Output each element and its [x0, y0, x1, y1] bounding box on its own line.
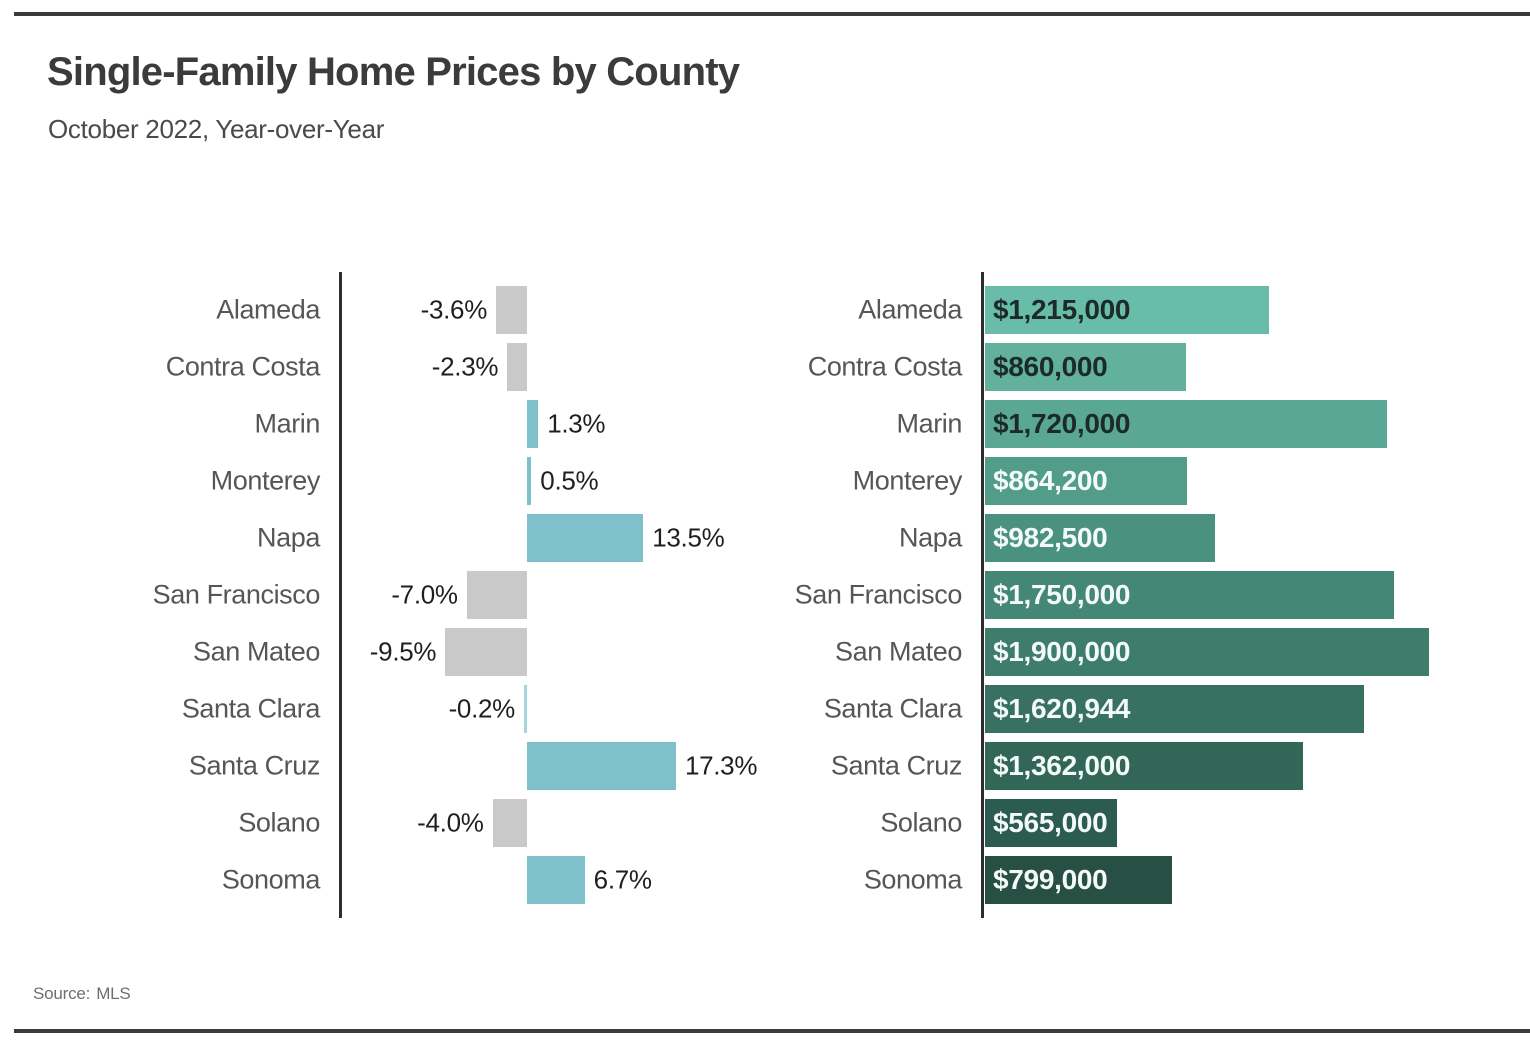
county-label: Solano	[880, 807, 962, 838]
county-label: Contra Costa	[165, 351, 321, 382]
county-label: Sonoma	[221, 864, 321, 895]
source-label: Source:	[33, 984, 91, 1003]
price-value-label: $799,000	[993, 864, 1108, 895]
price-value-label: $860,000	[993, 351, 1108, 382]
county-label: Monterey	[852, 465, 963, 496]
pct-value-label: -2.3%	[431, 351, 499, 382]
county-label: Santa Clara	[181, 693, 321, 724]
price-bar	[985, 742, 1304, 790]
pct-value-label: 0.5%	[540, 465, 599, 496]
top-border-rule	[14, 12, 1530, 16]
price-value-label: $1,900,000	[993, 636, 1131, 667]
price-bar	[985, 343, 1186, 391]
price-value-label: $565,000	[993, 807, 1108, 838]
county-label: San Mateo	[193, 636, 320, 667]
pct-bar	[492, 799, 527, 847]
pct-value-label: -7.0%	[391, 579, 458, 610]
county-label: Alameda	[216, 294, 320, 325]
county-label: Santa Clara	[823, 693, 963, 724]
county-label: Alameda	[858, 294, 962, 325]
price-bar	[985, 856, 1172, 904]
county-label: Marin	[254, 408, 320, 439]
county-label: Contra Costa	[807, 351, 963, 382]
pct-value-label: -9.5%	[369, 636, 437, 667]
price-chart-axis-line	[981, 272, 984, 918]
county-label: Napa	[899, 522, 962, 553]
price-value-label: $1,620,944	[993, 693, 1131, 724]
pct-bar	[527, 457, 532, 505]
price-bar	[985, 685, 1364, 733]
price-bar	[985, 571, 1394, 619]
county-label: San Francisco	[152, 579, 321, 610]
county-label: Santa Cruz	[188, 750, 320, 781]
yoy-chart-axis-line	[339, 272, 342, 918]
price-bar	[985, 457, 1187, 505]
pct-value-label: 17.3%	[684, 750, 758, 781]
pct-bar	[527, 856, 585, 904]
chart-title: Single-Family Home Prices by County	[47, 50, 740, 94]
pct-value-label: 13.5%	[652, 522, 725, 553]
pct-bar	[445, 628, 527, 676]
price-bar	[985, 628, 1430, 676]
price-bar	[985, 400, 1387, 448]
pct-bar	[527, 742, 676, 790]
source-value: MLS	[96, 984, 131, 1003]
pct-value-label: 1.3%	[547, 408, 606, 439]
county-label: San Mateo	[835, 636, 962, 667]
county-label: Santa Cruz	[830, 750, 962, 781]
price-value-label: $1,362,000	[993, 750, 1131, 781]
price-value-label: $864,200	[993, 465, 1108, 496]
pct-value-label: -3.6%	[420, 294, 488, 325]
bottom-border-rule	[14, 1029, 1530, 1033]
county-label: San Francisco	[794, 579, 963, 610]
county-label: Napa	[257, 522, 320, 553]
price-value-label: $1,215,000	[993, 294, 1131, 325]
pct-bar	[527, 400, 539, 448]
price-value-label: $1,750,000	[993, 579, 1131, 610]
price-bar	[985, 514, 1215, 562]
pct-bar	[466, 571, 527, 619]
price-value-label: $1,720,000	[993, 408, 1131, 439]
pct-value-label: -0.2%	[448, 693, 516, 724]
pct-value-label: -4.0%	[417, 807, 484, 838]
pct-value-label: 6.7%	[593, 864, 652, 895]
county-label: Monterey	[210, 465, 321, 496]
source-note: Source: MLS	[33, 984, 131, 1004]
pct-bar	[507, 343, 527, 391]
chart-subtitle: October 2022, Year-over-Year	[48, 114, 385, 144]
county-label: Solano	[238, 807, 320, 838]
pct-bar	[527, 514, 644, 562]
county-label: Marin	[896, 408, 962, 439]
price-bar	[985, 799, 1118, 847]
price-bar	[985, 286, 1269, 334]
pct-bar	[496, 286, 527, 334]
price-value-label: $982,500	[993, 522, 1108, 553]
pct-bar	[524, 685, 527, 733]
county-label: Sonoma	[863, 864, 963, 895]
